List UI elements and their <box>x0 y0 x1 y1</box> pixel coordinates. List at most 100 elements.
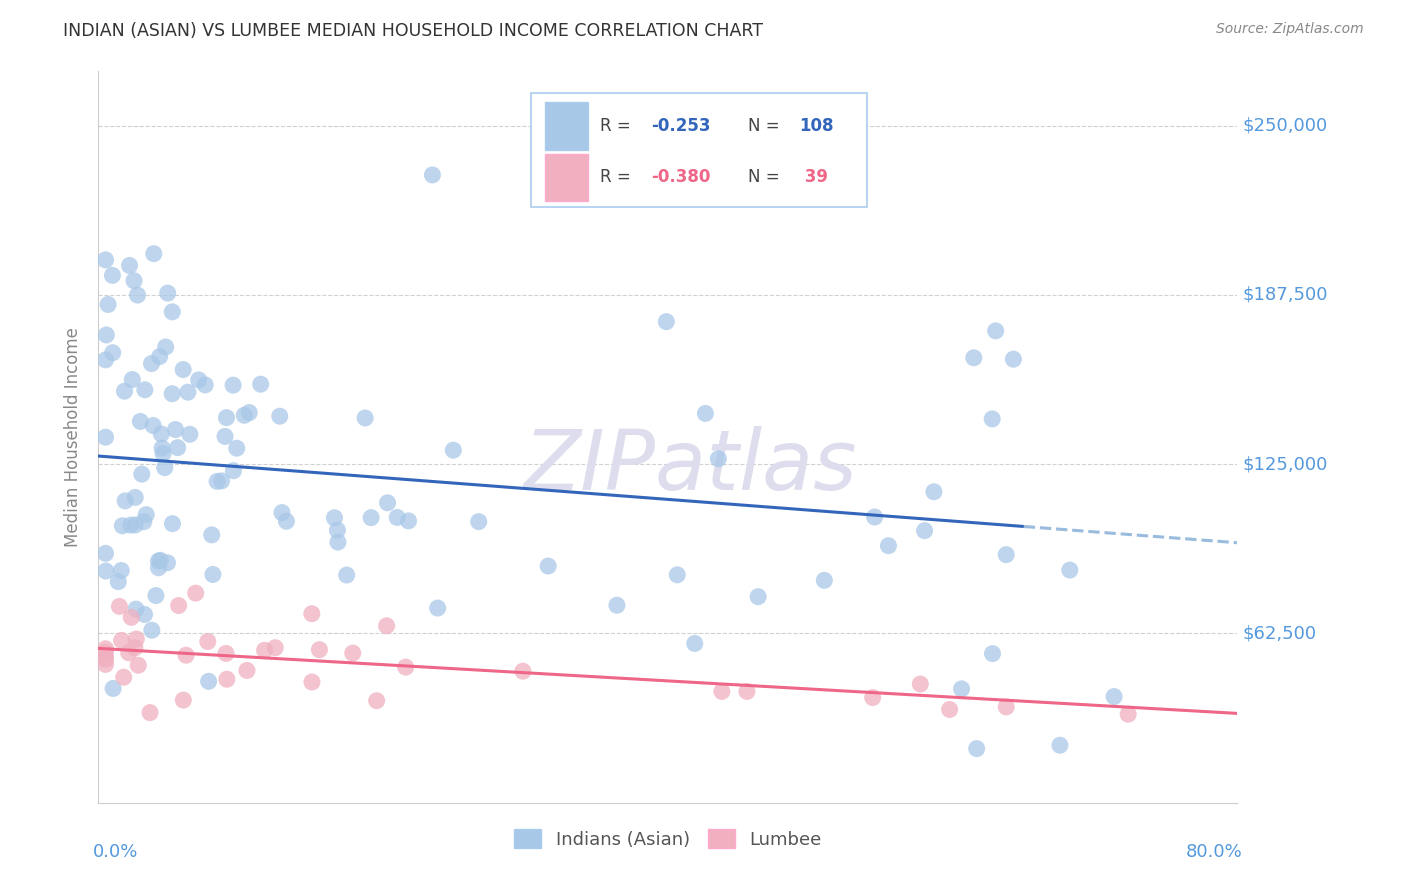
Point <box>124 640 146 655</box>
Point <box>201 528 224 542</box>
Point <box>94 641 117 656</box>
Point <box>236 664 259 678</box>
Point <box>118 646 141 660</box>
Point <box>201 567 224 582</box>
Point <box>813 574 835 588</box>
Point <box>142 418 165 433</box>
Text: ZIPatlas: ZIPatlas <box>524 425 858 507</box>
Point <box>96 328 118 343</box>
Text: $62,500: $62,500 <box>1243 624 1317 642</box>
Point <box>249 377 271 392</box>
Point <box>150 441 173 455</box>
Point <box>139 706 162 720</box>
Point <box>323 511 346 525</box>
Point <box>441 443 464 458</box>
Point <box>922 484 945 499</box>
Text: $125,000: $125,000 <box>1243 455 1329 473</box>
Text: 39: 39 <box>799 169 828 186</box>
Point <box>149 350 172 364</box>
Point <box>127 658 149 673</box>
Point <box>160 386 183 401</box>
Text: Source: ZipAtlas.com: Source: ZipAtlas.com <box>1216 22 1364 37</box>
Point <box>141 357 163 371</box>
Point <box>342 646 364 660</box>
Text: N =: N = <box>748 169 779 186</box>
Point <box>695 406 717 420</box>
Point <box>145 589 167 603</box>
Point <box>101 268 124 283</box>
Point <box>276 514 298 528</box>
Point <box>387 510 409 524</box>
Point <box>94 546 117 560</box>
Point <box>863 510 886 524</box>
Point <box>301 675 323 690</box>
Point <box>110 564 132 578</box>
Point <box>1102 690 1125 704</box>
Point <box>179 427 201 442</box>
Point <box>308 642 330 657</box>
Text: R =: R = <box>599 169 636 186</box>
Point <box>97 297 120 311</box>
Point <box>111 518 134 533</box>
Point <box>162 516 184 531</box>
Point <box>301 607 323 621</box>
Point <box>101 345 124 359</box>
Point <box>135 508 157 522</box>
Point <box>707 451 730 466</box>
Point <box>121 373 143 387</box>
Point <box>108 599 131 614</box>
Point <box>120 518 142 533</box>
Text: -0.380: -0.380 <box>651 169 710 186</box>
Point <box>125 602 148 616</box>
Point <box>156 556 179 570</box>
Point <box>222 464 245 478</box>
Point <box>211 474 233 488</box>
Point <box>94 650 117 665</box>
Point <box>467 515 489 529</box>
Point <box>94 352 117 367</box>
Point <box>197 674 219 689</box>
Point <box>233 409 256 423</box>
Point <box>149 553 172 567</box>
Point <box>120 610 142 624</box>
Legend: Indians (Asian), Lumbee: Indians (Asian), Lumbee <box>508 822 828 856</box>
Point <box>165 423 187 437</box>
Point <box>197 634 219 648</box>
Point <box>110 633 132 648</box>
Point <box>94 430 117 444</box>
Point <box>122 274 145 288</box>
Point <box>271 506 294 520</box>
Point <box>205 475 228 489</box>
Point <box>148 560 170 574</box>
Point <box>114 384 136 399</box>
Point <box>112 670 135 684</box>
FancyBboxPatch shape <box>546 153 588 202</box>
Point <box>269 409 291 424</box>
Point <box>127 288 149 302</box>
Point <box>938 702 960 716</box>
Point <box>124 518 146 533</box>
Text: -0.253: -0.253 <box>651 117 710 136</box>
Point <box>107 574 129 589</box>
Point <box>981 412 1004 426</box>
Point <box>606 599 628 613</box>
Point <box>194 378 217 392</box>
Point <box>862 690 884 705</box>
Point <box>877 539 900 553</box>
Point <box>910 677 932 691</box>
Point <box>914 524 936 538</box>
Point <box>683 636 706 650</box>
Point <box>395 660 418 674</box>
Point <box>360 510 382 524</box>
Point <box>101 681 124 696</box>
Point <box>124 491 146 505</box>
Point <box>512 664 534 678</box>
Point <box>141 624 163 638</box>
Point <box>984 324 1007 338</box>
Point <box>995 700 1018 714</box>
Point <box>177 385 200 400</box>
Point <box>981 647 1004 661</box>
Point <box>1002 352 1025 367</box>
Point <box>537 559 560 574</box>
Text: 0.0%: 0.0% <box>93 843 138 861</box>
